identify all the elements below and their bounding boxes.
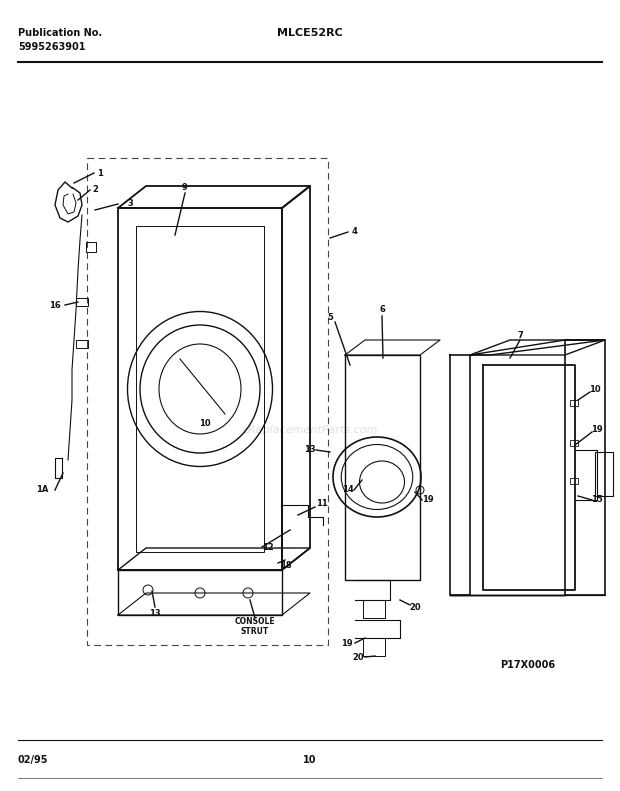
Text: P17X0006: P17X0006 (500, 660, 555, 670)
Text: 6: 6 (379, 305, 385, 315)
Bar (76, 340, 88, 348)
Text: MLCE52RC: MLCE52RC (277, 28, 343, 38)
Text: eReplacementParts.com: eReplacementParts.com (242, 425, 378, 435)
Bar (570, 440, 578, 446)
Text: 3: 3 (127, 199, 133, 207)
Text: 12: 12 (262, 543, 274, 552)
Text: 13: 13 (304, 445, 316, 455)
Text: 02/95: 02/95 (18, 755, 48, 765)
Text: Publication No.: Publication No. (18, 28, 102, 38)
Text: 19: 19 (422, 495, 434, 505)
Text: 4: 4 (352, 228, 358, 237)
Text: 10: 10 (199, 419, 211, 429)
Text: 9: 9 (182, 184, 188, 192)
Text: 5: 5 (327, 313, 333, 323)
Text: 10: 10 (589, 385, 601, 395)
Text: 1: 1 (97, 168, 103, 177)
Bar (595, 452, 613, 496)
Bar (570, 478, 578, 484)
Text: STRUT: STRUT (241, 627, 269, 637)
Text: 16: 16 (49, 301, 61, 309)
Text: 18: 18 (280, 561, 292, 570)
Text: 5995263901: 5995263901 (18, 42, 86, 52)
Text: 2: 2 (92, 186, 98, 195)
Text: 19: 19 (341, 639, 353, 649)
Text: 11: 11 (316, 498, 328, 508)
Text: 20: 20 (409, 604, 421, 612)
Text: 19: 19 (591, 426, 603, 434)
Bar (570, 400, 578, 406)
Text: CONSOLE: CONSOLE (235, 618, 275, 626)
Text: 1A: 1A (36, 486, 48, 494)
Text: 7: 7 (517, 331, 523, 339)
Text: 13: 13 (149, 608, 161, 618)
Bar (76, 298, 88, 306)
Text: 15: 15 (591, 495, 603, 505)
Text: 14: 14 (342, 486, 354, 494)
Bar (86, 242, 96, 252)
Text: 10: 10 (303, 755, 317, 765)
Text: 20: 20 (352, 653, 364, 663)
